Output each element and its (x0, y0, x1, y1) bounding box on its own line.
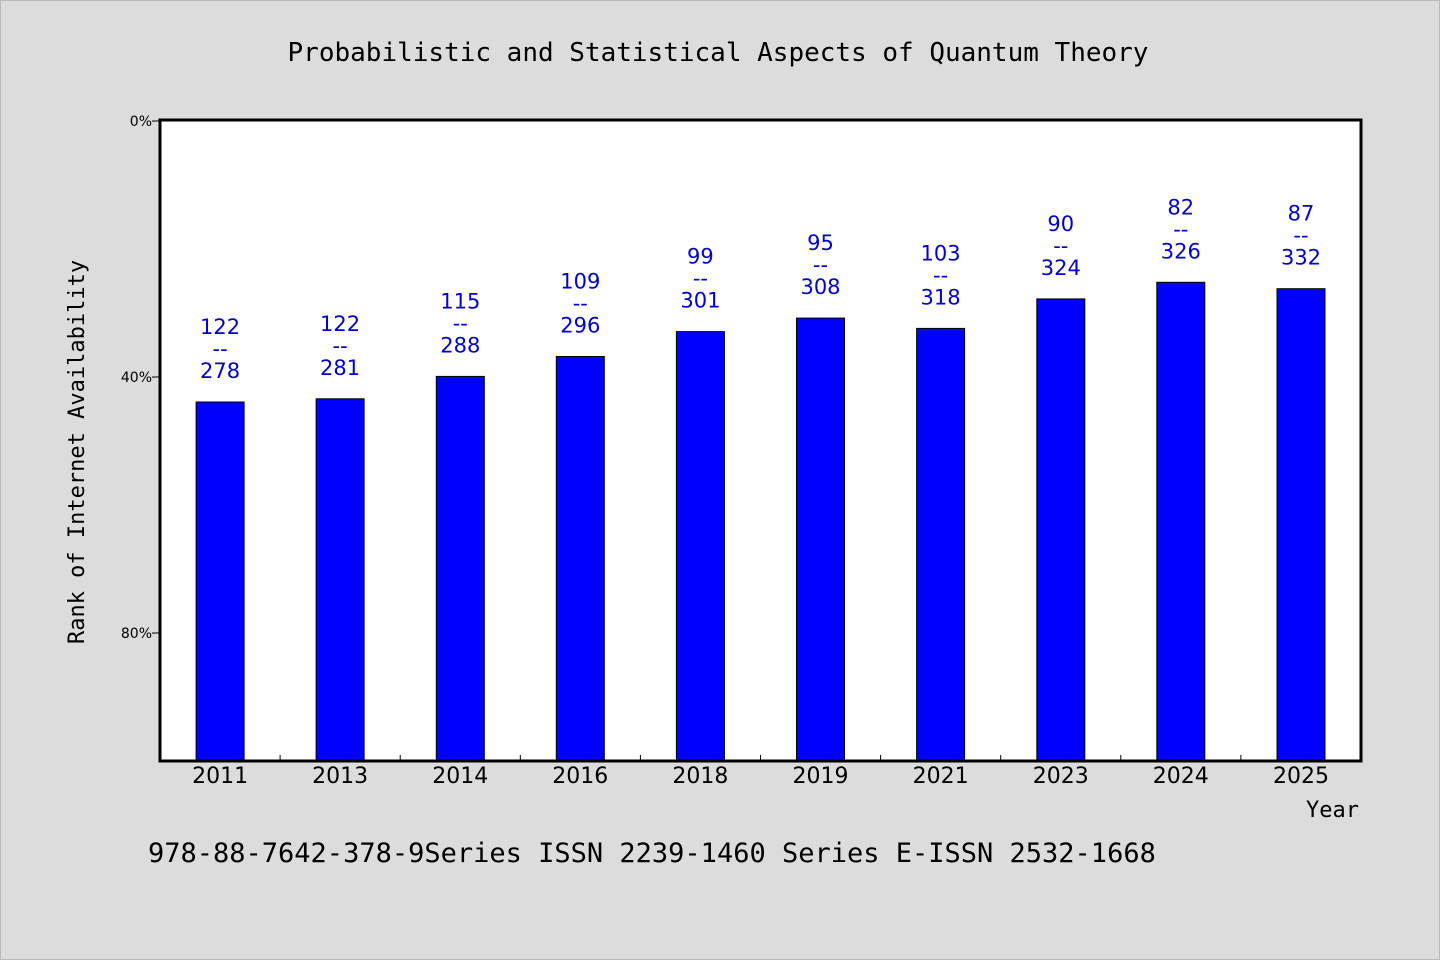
bar-label-numerator: 115 (440, 289, 480, 313)
bar-2011 (195, 401, 245, 762)
bars-group (195, 281, 1326, 762)
bar-label-numerator: 90 (1047, 212, 1074, 236)
bar-label-numerator: 87 (1288, 202, 1315, 226)
bar-label-denominator: 308 (800, 275, 840, 299)
x-tick-label: 2023 (1033, 764, 1089, 789)
x-tick-label: 2014 (432, 764, 488, 789)
bar-label-fraction-bar: -- (1053, 234, 1068, 258)
bar-label-fraction-bar: -- (1293, 224, 1308, 248)
x-tick-label: 2018 (672, 764, 728, 789)
bar-label-fraction-bar: -- (933, 263, 948, 287)
bar-label-fraction-bar: -- (213, 337, 228, 361)
bar-label-fraction-bar: -- (573, 292, 588, 316)
bar-2019 (796, 317, 845, 762)
bar-label-fraction-bar: -- (693, 267, 708, 291)
bar-label-fraction-bar: -- (1173, 217, 1188, 241)
x-tick-label: 2025 (1273, 764, 1329, 789)
bar-label-numerator: 122 (200, 315, 240, 339)
y-axis-ticks: 0% 40% 80% (121, 114, 160, 642)
chart-title: Probabilistic and Statistical Aspects of… (288, 38, 1149, 68)
bar-label-denominator: 324 (1041, 256, 1081, 280)
bar-2016 (555, 356, 605, 762)
footer-identifiers: 978-88-7642-378-9Series ISSN 2239-1460 S… (148, 838, 1156, 869)
bar-label-fraction-bar: -- (453, 311, 468, 335)
bar-label-denominator: 301 (680, 289, 720, 313)
x-tick-label: 2021 (913, 764, 969, 789)
bar-label-denominator: 326 (1161, 239, 1201, 263)
bar-label-numerator: 109 (560, 270, 600, 294)
x-tick-label: 2011 (192, 764, 248, 789)
y-tick-label: 80% (121, 626, 152, 642)
bar-label-numerator: 82 (1167, 195, 1194, 219)
x-tick-label: 2024 (1153, 764, 1209, 789)
y-axis-label: Rank of Internet Availability (65, 260, 90, 644)
bar-2024 (1156, 281, 1206, 762)
x-axis-ticks: 2011 2013 2014 2016 2018 2019 2021 2023 2024 2025 (192, 755, 1329, 789)
bar-2014 (435, 375, 485, 762)
bar-label-fraction-bar: -- (333, 334, 348, 358)
x-tick-label: 2013 (312, 764, 368, 789)
y-tick-label: 0% (130, 114, 152, 130)
bar-label-numerator: 122 (320, 312, 360, 336)
bar-label-denominator: 296 (560, 314, 600, 338)
bar-label-numerator: 95 (807, 231, 834, 255)
bar-label-denominator: 288 (440, 333, 480, 357)
x-tick-label: 2016 (552, 764, 608, 789)
x-tick-label: 2019 (793, 764, 849, 789)
bar-2018 (675, 331, 725, 762)
bar-label-denominator: 318 (921, 285, 961, 309)
bar-2025 (1276, 288, 1326, 762)
bar-2021 (916, 327, 966, 762)
bar-labels-group: 122--278122--281115--288109--29699--3019… (200, 195, 1321, 383)
bar-label-denominator: 332 (1281, 246, 1321, 270)
bar-label-fraction-bar: -- (813, 253, 828, 277)
y-tick-label: 40% (121, 370, 152, 386)
bar-2013 (315, 398, 365, 762)
bar-label-denominator: 281 (320, 356, 360, 380)
bar-label-numerator: 103 (921, 241, 961, 265)
x-axis-label: Year (1306, 798, 1359, 823)
bar-label-denominator: 278 (200, 359, 240, 383)
bar-label-numerator: 99 (687, 245, 714, 269)
bar-2023 (1036, 298, 1086, 762)
